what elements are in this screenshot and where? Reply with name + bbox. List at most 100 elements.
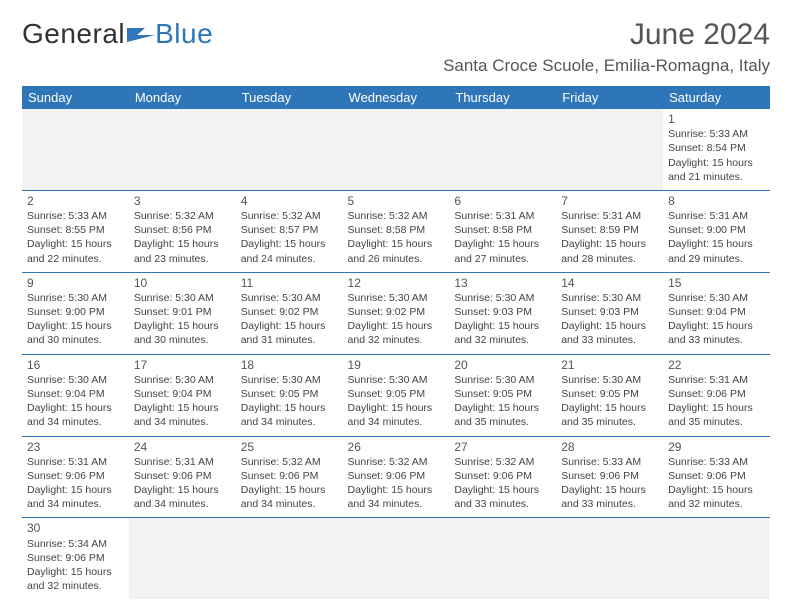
sunrise-text: Sunrise: 5:33 AM — [668, 127, 765, 141]
day-cell: 2Sunrise: 5:33 AMSunset: 8:55 PMDaylight… — [22, 190, 129, 272]
day-number: 18 — [241, 357, 338, 373]
day-number: 16 — [27, 357, 124, 373]
weekday-header: Thursday — [449, 86, 556, 109]
day-cell: 29Sunrise: 5:33 AMSunset: 9:06 PMDayligh… — [663, 436, 770, 518]
day-cell: 10Sunrise: 5:30 AMSunset: 9:01 PMDayligh… — [129, 272, 236, 354]
day-cell: 30Sunrise: 5:34 AMSunset: 9:06 PMDayligh… — [22, 518, 129, 599]
sunset-text: Sunset: 9:02 PM — [348, 305, 445, 319]
daylight-text: Daylight: 15 hours and 26 minutes. — [348, 237, 445, 265]
day-cell: 1Sunrise: 5:33 AMSunset: 8:54 PMDaylight… — [663, 109, 770, 190]
day-number: 25 — [241, 439, 338, 455]
daylight-text: Daylight: 15 hours and 28 minutes. — [561, 237, 658, 265]
sunset-text: Sunset: 9:06 PM — [241, 469, 338, 483]
empty-cell — [449, 518, 556, 599]
sunset-text: Sunset: 9:06 PM — [134, 469, 231, 483]
sunrise-text: Sunrise: 5:33 AM — [27, 209, 124, 223]
empty-cell — [343, 109, 450, 190]
sunrise-text: Sunrise: 5:31 AM — [454, 209, 551, 223]
day-cell: 3Sunrise: 5:32 AMSunset: 8:56 PMDaylight… — [129, 190, 236, 272]
sunset-text: Sunset: 9:06 PM — [454, 469, 551, 483]
day-cell: 25Sunrise: 5:32 AMSunset: 9:06 PMDayligh… — [236, 436, 343, 518]
day-number: 13 — [454, 275, 551, 291]
day-cell: 12Sunrise: 5:30 AMSunset: 9:02 PMDayligh… — [343, 272, 450, 354]
sunrise-text: Sunrise: 5:31 AM — [668, 209, 765, 223]
day-number: 8 — [668, 193, 765, 209]
calendar-table: SundayMondayTuesdayWednesdayThursdayFrid… — [22, 86, 770, 599]
weekday-header: Monday — [129, 86, 236, 109]
empty-cell — [556, 109, 663, 190]
sunset-text: Sunset: 9:06 PM — [348, 469, 445, 483]
sunset-text: Sunset: 9:04 PM — [134, 387, 231, 401]
sunrise-text: Sunrise: 5:30 AM — [561, 291, 658, 305]
day-cell: 21Sunrise: 5:30 AMSunset: 9:05 PMDayligh… — [556, 354, 663, 436]
daylight-text: Daylight: 15 hours and 22 minutes. — [27, 237, 124, 265]
sunset-text: Sunset: 9:01 PM — [134, 305, 231, 319]
daylight-text: Daylight: 15 hours and 32 minutes. — [454, 319, 551, 347]
day-number: 3 — [134, 193, 231, 209]
day-number: 23 — [27, 439, 124, 455]
sunset-text: Sunset: 9:03 PM — [561, 305, 658, 319]
sunset-text: Sunset: 8:59 PM — [561, 223, 658, 237]
sunset-text: Sunset: 9:00 PM — [27, 305, 124, 319]
sunrise-text: Sunrise: 5:31 AM — [134, 455, 231, 469]
day-cell: 14Sunrise: 5:30 AMSunset: 9:03 PMDayligh… — [556, 272, 663, 354]
empty-cell — [129, 518, 236, 599]
empty-cell — [343, 518, 450, 599]
sunrise-text: Sunrise: 5:33 AM — [668, 455, 765, 469]
day-cell: 26Sunrise: 5:32 AMSunset: 9:06 PMDayligh… — [343, 436, 450, 518]
sunset-text: Sunset: 8:54 PM — [668, 141, 765, 155]
sunrise-text: Sunrise: 5:30 AM — [348, 291, 445, 305]
sunset-text: Sunset: 8:58 PM — [454, 223, 551, 237]
sunset-text: Sunset: 9:00 PM — [668, 223, 765, 237]
day-number: 28 — [561, 439, 658, 455]
daylight-text: Daylight: 15 hours and 34 minutes. — [27, 401, 124, 429]
calendar-body: 1Sunrise: 5:33 AMSunset: 8:54 PMDaylight… — [22, 109, 770, 599]
flag-icon — [127, 22, 155, 42]
day-cell: 20Sunrise: 5:30 AMSunset: 9:05 PMDayligh… — [449, 354, 556, 436]
sunset-text: Sunset: 9:05 PM — [241, 387, 338, 401]
daylight-text: Daylight: 15 hours and 21 minutes. — [668, 156, 765, 184]
daylight-text: Daylight: 15 hours and 30 minutes. — [134, 319, 231, 347]
sunset-text: Sunset: 9:04 PM — [27, 387, 124, 401]
calendar-row: 16Sunrise: 5:30 AMSunset: 9:04 PMDayligh… — [22, 354, 770, 436]
daylight-text: Daylight: 15 hours and 27 minutes. — [454, 237, 551, 265]
day-cell: 4Sunrise: 5:32 AMSunset: 8:57 PMDaylight… — [236, 190, 343, 272]
day-cell: 13Sunrise: 5:30 AMSunset: 9:03 PMDayligh… — [449, 272, 556, 354]
sunrise-text: Sunrise: 5:33 AM — [561, 455, 658, 469]
day-number: 15 — [668, 275, 765, 291]
sunset-text: Sunset: 8:55 PM — [27, 223, 124, 237]
sunset-text: Sunset: 9:02 PM — [241, 305, 338, 319]
sunrise-text: Sunrise: 5:34 AM — [27, 537, 124, 551]
brand-part1: General — [22, 18, 125, 50]
daylight-text: Daylight: 15 hours and 35 minutes. — [561, 401, 658, 429]
sunrise-text: Sunrise: 5:30 AM — [134, 373, 231, 387]
day-cell: 27Sunrise: 5:32 AMSunset: 9:06 PMDayligh… — [449, 436, 556, 518]
sunrise-text: Sunrise: 5:32 AM — [241, 209, 338, 223]
day-cell: 7Sunrise: 5:31 AMSunset: 8:59 PMDaylight… — [556, 190, 663, 272]
weekday-header: Sunday — [22, 86, 129, 109]
sunrise-text: Sunrise: 5:30 AM — [454, 291, 551, 305]
daylight-text: Daylight: 15 hours and 30 minutes. — [27, 319, 124, 347]
day-number: 24 — [134, 439, 231, 455]
day-number: 12 — [348, 275, 445, 291]
daylight-text: Daylight: 15 hours and 32 minutes. — [27, 565, 124, 593]
day-number: 4 — [241, 193, 338, 209]
day-number: 20 — [454, 357, 551, 373]
day-cell: 19Sunrise: 5:30 AMSunset: 9:05 PMDayligh… — [343, 354, 450, 436]
day-number: 6 — [454, 193, 551, 209]
empty-cell — [449, 109, 556, 190]
calendar-row: 23Sunrise: 5:31 AMSunset: 9:06 PMDayligh… — [22, 436, 770, 518]
day-number: 9 — [27, 275, 124, 291]
sunrise-text: Sunrise: 5:30 AM — [27, 373, 124, 387]
sunset-text: Sunset: 9:03 PM — [454, 305, 551, 319]
day-number: 22 — [668, 357, 765, 373]
header: General Blue June 2024 Santa Croce Scuol… — [22, 18, 770, 76]
day-cell: 15Sunrise: 5:30 AMSunset: 9:04 PMDayligh… — [663, 272, 770, 354]
calendar-row: 9Sunrise: 5:30 AMSunset: 9:00 PMDaylight… — [22, 272, 770, 354]
daylight-text: Daylight: 15 hours and 24 minutes. — [241, 237, 338, 265]
sunset-text: Sunset: 9:06 PM — [668, 469, 765, 483]
daylight-text: Daylight: 15 hours and 34 minutes. — [348, 483, 445, 511]
sunrise-text: Sunrise: 5:30 AM — [561, 373, 658, 387]
daylight-text: Daylight: 15 hours and 23 minutes. — [134, 237, 231, 265]
sunrise-text: Sunrise: 5:32 AM — [241, 455, 338, 469]
